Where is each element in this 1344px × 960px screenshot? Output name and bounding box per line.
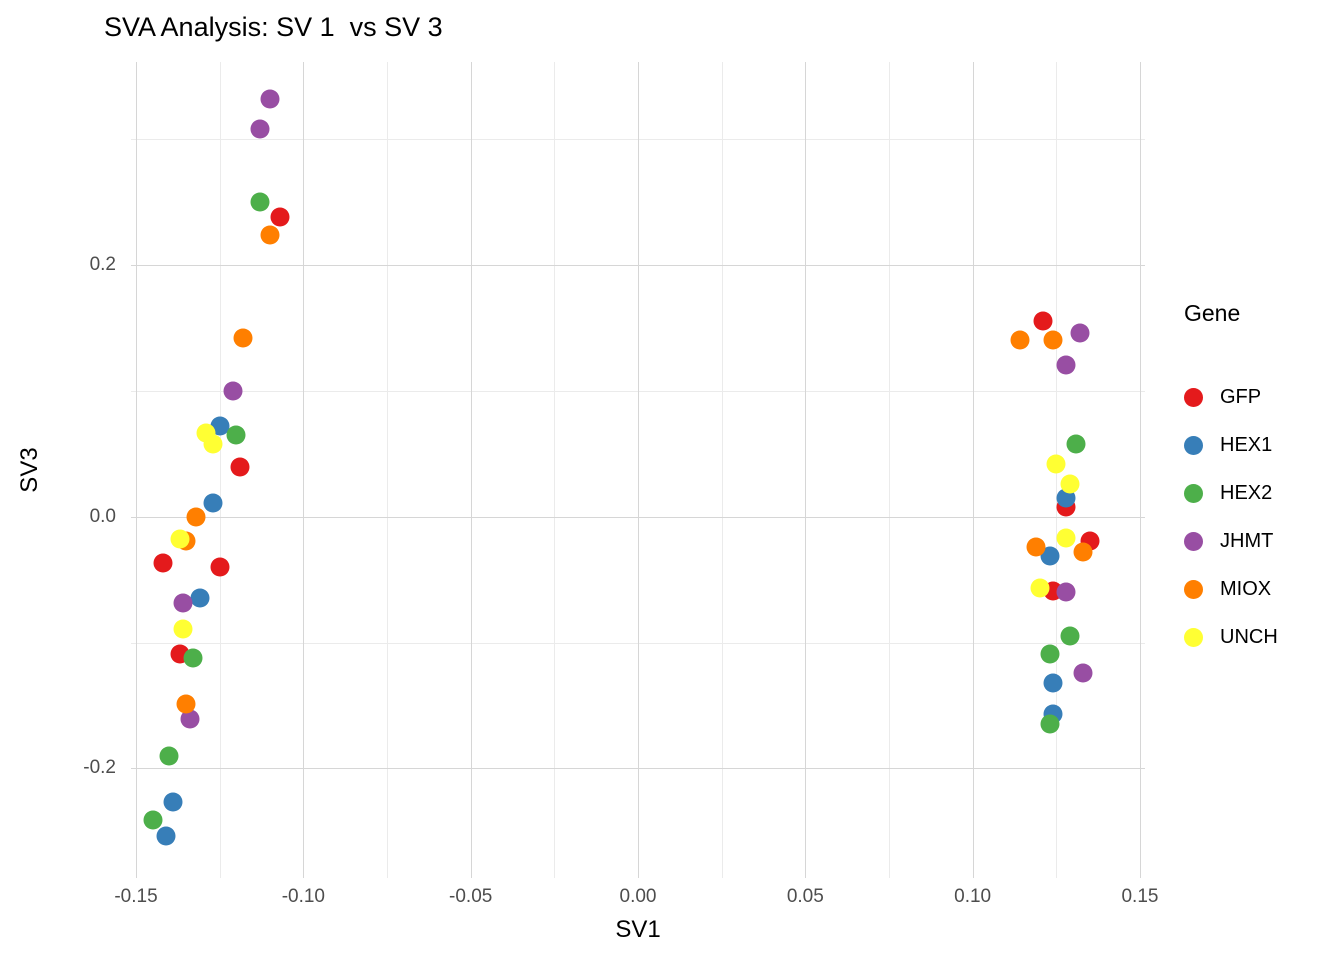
major-gridline-vertical xyxy=(470,62,472,878)
x-tick-label: 0.10 xyxy=(954,886,992,907)
legend-item-miox: MIOX xyxy=(1184,565,1278,613)
data-point-gfp xyxy=(270,207,290,227)
data-point-hex2 xyxy=(1066,434,1086,454)
minor-gridline-vertical xyxy=(554,62,556,878)
x-tick-label: -0.15 xyxy=(114,886,158,907)
major-gridline-horizontal xyxy=(131,768,1145,770)
data-point-gfp xyxy=(230,457,250,477)
data-point-unch xyxy=(203,434,223,454)
legend-item-label: JHMT xyxy=(1220,529,1274,552)
major-gridline-vertical xyxy=(136,62,138,878)
data-point-hex1 xyxy=(203,493,223,513)
legend-swatch-icon xyxy=(1184,435,1203,455)
data-point-gfp xyxy=(210,557,230,577)
legend-item-label: UNCH xyxy=(1220,625,1278,648)
data-point-miox xyxy=(1026,537,1046,557)
legend-item-label: HEX1 xyxy=(1220,433,1273,456)
legend-item-hex1: HEX1 xyxy=(1184,421,1278,469)
legend-item-jhmt: JHMT xyxy=(1184,517,1278,565)
data-point-miox xyxy=(1010,330,1029,350)
data-point-unch xyxy=(1030,578,1050,598)
legend-title: Gene xyxy=(1184,300,1241,326)
chart-title: SVA Analysis: SV 1 vs SV 3 xyxy=(104,12,443,42)
data-point-jhmt xyxy=(223,381,243,401)
legend-swatch-icon xyxy=(1184,531,1203,551)
data-point-hex2 xyxy=(250,192,270,212)
legend-item-unch: UNCH xyxy=(1184,613,1278,661)
legend-swatch-icon xyxy=(1184,483,1203,503)
data-point-miox xyxy=(176,694,196,714)
y-tick-label: -0.2 xyxy=(83,757,116,779)
legend-item-label: MIOX xyxy=(1220,577,1272,600)
data-point-hex1 xyxy=(156,826,176,846)
y-axis-label: SV3 xyxy=(16,447,43,493)
minor-gridline-vertical xyxy=(721,62,723,878)
data-point-hex2 xyxy=(143,810,163,830)
legend-items: GFP HEX1 HEX2 JHMT MIOX UNCH xyxy=(1184,373,1278,661)
legend-swatch-icon xyxy=(1184,627,1203,647)
data-point-gfp xyxy=(1033,311,1053,331)
data-point-unch xyxy=(1060,474,1080,494)
plot-panel xyxy=(131,62,1145,878)
data-point-jhmt xyxy=(1056,582,1076,602)
data-point-jhmt xyxy=(1073,663,1093,683)
minor-gridline-vertical xyxy=(219,62,221,878)
data-point-hex2 xyxy=(159,746,179,766)
major-gridline-vertical xyxy=(805,62,807,878)
major-gridline-vertical xyxy=(303,62,305,878)
data-point-miox xyxy=(260,225,280,245)
legend: Gene GFP HEX1 HEX2 JHMT MIOX UNCH xyxy=(1184,300,1278,661)
data-point-unch xyxy=(1056,528,1076,548)
major-gridline-vertical xyxy=(972,62,974,878)
data-point-hex1 xyxy=(1040,546,1060,566)
data-point-hex2 xyxy=(1040,644,1060,664)
y-tick-label: 0.0 xyxy=(89,505,116,527)
legend-item-label: HEX2 xyxy=(1220,481,1273,504)
data-point-jhmt xyxy=(173,593,193,613)
data-point-miox xyxy=(1073,542,1093,562)
major-gridline-vertical xyxy=(1139,62,1141,878)
data-point-miox xyxy=(186,507,206,527)
data-point-jhmt xyxy=(260,89,280,109)
data-point-hex1 xyxy=(1043,673,1063,693)
legend-swatch-icon xyxy=(1184,387,1203,407)
data-point-jhmt xyxy=(1070,323,1090,343)
data-point-miox xyxy=(233,328,253,348)
x-tick-label: 0.15 xyxy=(1121,886,1159,907)
x-tick-label: -0.10 xyxy=(281,886,325,907)
y-tick-label: 0.2 xyxy=(89,253,116,275)
data-point-hex2 xyxy=(226,425,246,445)
major-gridline-horizontal xyxy=(131,264,1145,266)
data-point-jhmt xyxy=(1056,355,1076,375)
legend-swatch-icon xyxy=(1184,579,1203,599)
legend-item-gfp: GFP xyxy=(1184,373,1278,421)
minor-gridline-vertical xyxy=(387,62,388,878)
data-point-jhmt xyxy=(250,119,270,139)
major-gridline-horizontal xyxy=(131,516,1145,518)
minor-gridline-vertical xyxy=(888,62,890,878)
x-tick-label: 0.05 xyxy=(786,886,824,907)
x-tick-label: 0.00 xyxy=(619,886,657,907)
data-point-hex1 xyxy=(163,792,183,812)
data-point-unch xyxy=(173,619,193,639)
data-point-hex1 xyxy=(190,588,210,608)
data-point-hex2 xyxy=(1040,714,1060,734)
data-point-jhmt xyxy=(180,709,200,729)
data-point-gfp xyxy=(153,553,173,573)
x-tick-label: -0.05 xyxy=(449,886,493,907)
legend-item-hex2: HEX2 xyxy=(1184,469,1278,517)
x-axis-label: SV1 xyxy=(615,916,661,943)
major-gridline-vertical xyxy=(638,62,639,878)
data-point-unch xyxy=(170,529,190,549)
data-point-hex2 xyxy=(183,648,203,668)
data-point-miox xyxy=(1043,330,1063,350)
data-point-unch xyxy=(1046,454,1066,474)
legend-item-label: GFP xyxy=(1220,385,1262,408)
data-point-hex2 xyxy=(1060,626,1080,646)
